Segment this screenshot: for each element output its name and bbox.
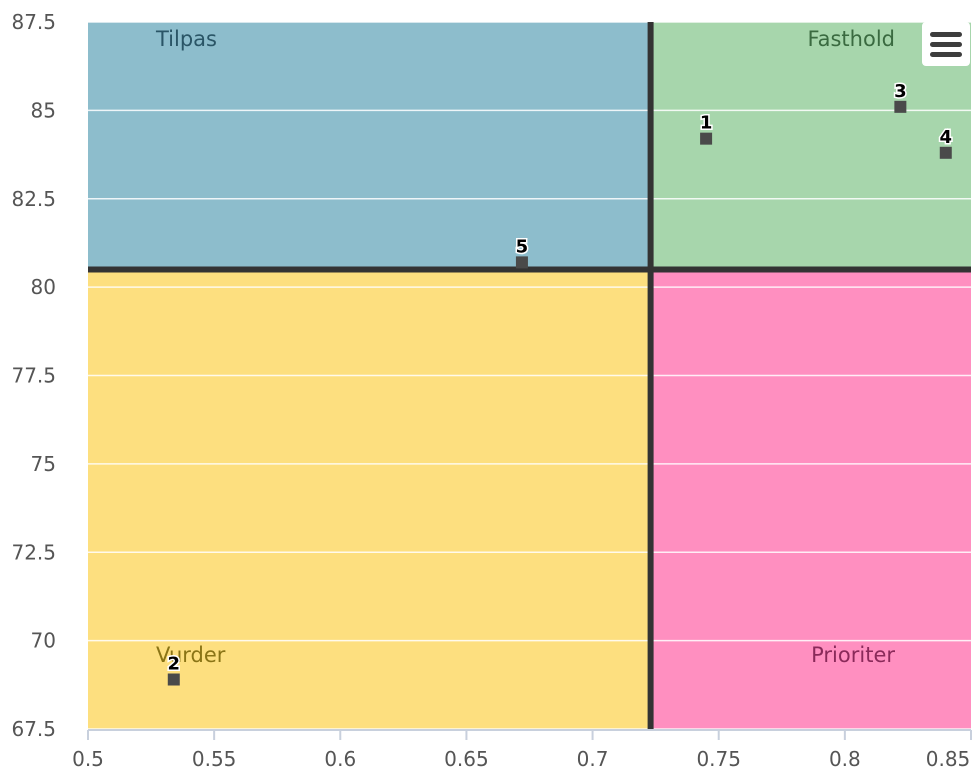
y-tick-label: 87.5 [11, 10, 56, 34]
x-tick-label: 0.85 [926, 747, 971, 769]
quadrant-bottom-left [88, 269, 651, 729]
x-tick-label: 0.65 [444, 747, 489, 769]
data-point-2 [167, 673, 180, 686]
x-tick-label: 0.7 [577, 747, 609, 769]
y-tick-label: 72.5 [11, 540, 56, 564]
hamburger-menu-icon [930, 31, 962, 37]
data-point-label-4: 4 [940, 127, 953, 148]
quadrant-label-prioriter: Prioriter [811, 643, 895, 667]
quadrant-top-right [650, 22, 971, 270]
y-tick-label: 85 [31, 98, 56, 122]
x-tick-label: 0.5 [72, 747, 104, 769]
y-tick-label: 70 [31, 629, 56, 653]
y-tick-label: 82.5 [11, 187, 56, 211]
y-tick-label: 75 [31, 452, 56, 476]
data-point-1 [700, 132, 713, 145]
quadrant-label-tilpas: Tilpas [155, 27, 217, 51]
data-point-label-3: 3 [894, 81, 907, 102]
x-tick-label: 0.75 [696, 747, 741, 769]
data-point-label-2: 2 [168, 654, 181, 675]
y-tick-label: 77.5 [11, 364, 56, 388]
data-points: 1 2 3 4 5 [166, 79, 954, 686]
hamburger-menu-icon-bar [930, 51, 962, 57]
quadrant-label-vurder: Vurder [156, 643, 226, 667]
quadrant-bottom-right [650, 269, 971, 729]
y-tick-label: 67.5 [11, 717, 56, 741]
x-tick-label: 0.55 [192, 747, 237, 769]
x-tick-label: 0.8 [829, 747, 861, 769]
data-point-5 [515, 256, 528, 269]
x-tick-label: 0.6 [324, 747, 356, 769]
data-point-label-5: 5 [516, 236, 529, 257]
data-point-4 [939, 146, 952, 159]
quadrant-labels: Tilpas Fasthold Vurder Prioriter [155, 27, 895, 667]
threshold-lines [88, 22, 971, 729]
y-tick-label: 80 [31, 275, 56, 299]
data-point-label-1: 1 [700, 113, 713, 134]
y-axis: 67.5 70 72.5 75 77.5 80 82.5 85 87.5 [11, 10, 56, 741]
x-axis: 0.5 0.55 0.6 0.65 0.7 0.75 0.8 0.85 [72, 729, 972, 769]
quadrant-backgrounds [88, 22, 971, 729]
data-point-3 [894, 100, 907, 113]
hamburger-menu-icon-bar [930, 41, 962, 47]
quadrant-top-left [88, 22, 651, 270]
quadrant-label-fasthold: Fasthold [807, 27, 895, 51]
chart-menu-button[interactable] [922, 22, 970, 66]
